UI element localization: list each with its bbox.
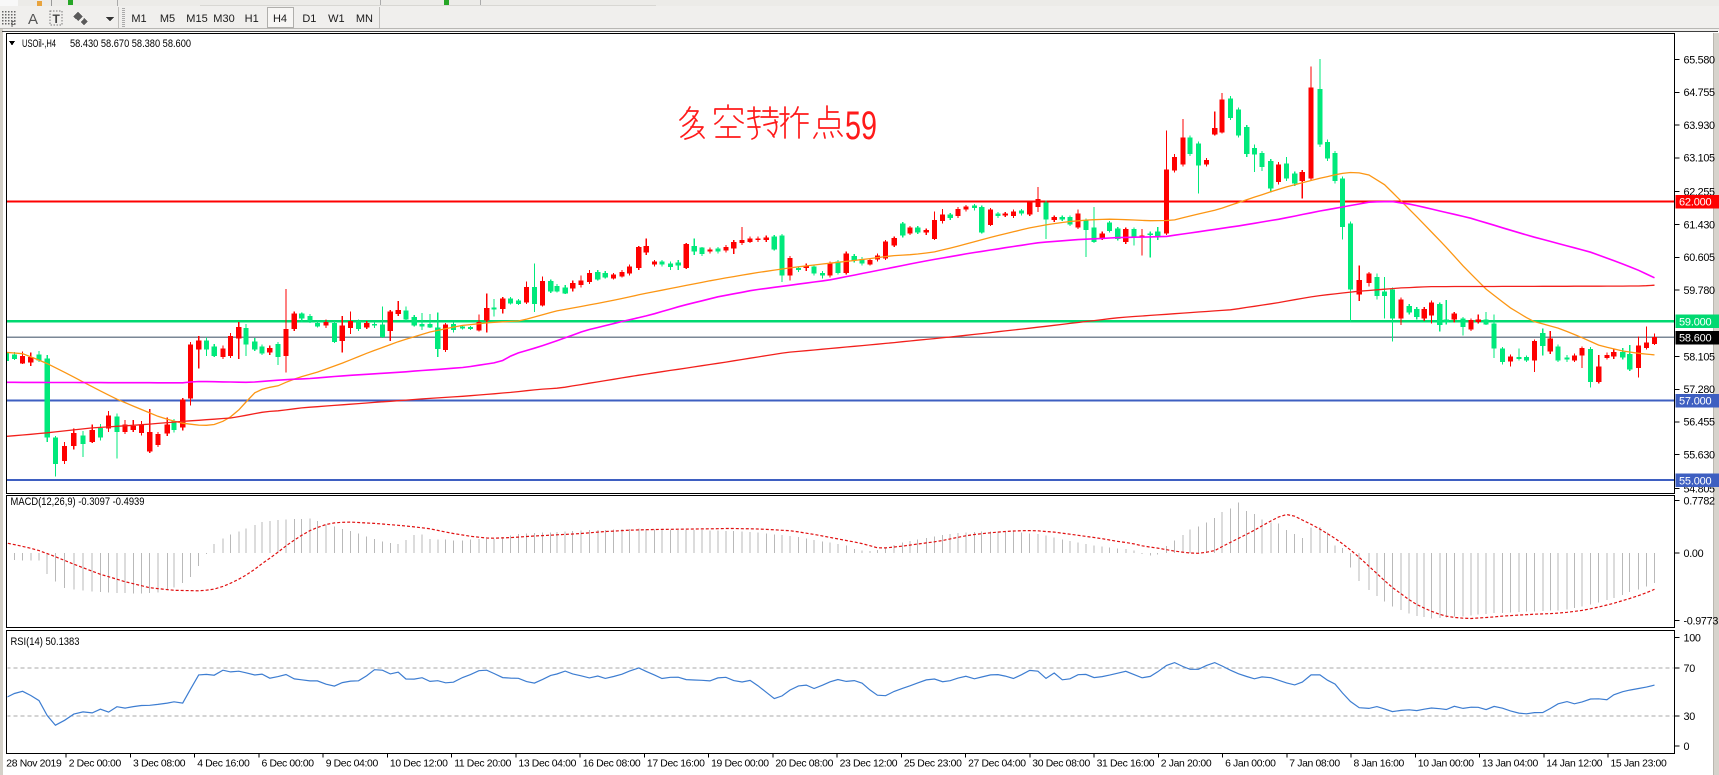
svg-text:2 Jan 20:00: 2 Jan 20:00 xyxy=(1161,759,1212,770)
svg-text:D1: D1 xyxy=(302,13,316,25)
svg-text:A: A xyxy=(28,11,38,28)
svg-text:T: T xyxy=(53,12,61,26)
svg-text:31 Dec 16:00: 31 Dec 16:00 xyxy=(1097,759,1155,770)
svg-text:61.430: 61.430 xyxy=(1684,219,1716,231)
svg-text:59: 59 xyxy=(845,104,877,148)
svg-text:65.580: 65.580 xyxy=(1684,54,1716,66)
svg-text:8 Jan 16:00: 8 Jan 16:00 xyxy=(1354,759,1405,770)
svg-text:7 Jan 08:00: 7 Jan 08:00 xyxy=(1289,759,1340,770)
svg-text:3 Dec 08:00: 3 Dec 08:00 xyxy=(133,759,186,770)
svg-text:58.600: 58.600 xyxy=(1679,333,1712,345)
svg-text:M30: M30 xyxy=(213,13,234,25)
svg-text:0: 0 xyxy=(1684,741,1690,753)
svg-text:56.455: 56.455 xyxy=(1684,417,1716,429)
svg-text:63.930: 63.930 xyxy=(1684,120,1716,132)
svg-text:RSI(14) 50.1383: RSI(14) 50.1383 xyxy=(11,636,80,648)
svg-text:17 Dec 16:00: 17 Dec 16:00 xyxy=(647,759,705,770)
svg-text:M1: M1 xyxy=(131,13,146,25)
svg-text:57.000: 57.000 xyxy=(1679,396,1712,408)
svg-text:M5: M5 xyxy=(160,13,175,25)
svg-text:F: F xyxy=(11,20,16,29)
svg-text:55.000: 55.000 xyxy=(1679,475,1712,487)
svg-text:4 Dec 16:00: 4 Dec 16:00 xyxy=(197,759,250,770)
svg-text:58.105: 58.105 xyxy=(1684,351,1716,363)
svg-text:MACD(12,26,9) -0.3097 -0.4939: MACD(12,26,9) -0.3097 -0.4939 xyxy=(11,496,145,508)
svg-text:58.430 58.670 58.380 58.600: 58.430 58.670 58.380 58.600 xyxy=(70,38,191,50)
svg-text:13 Jan 04:00: 13 Jan 04:00 xyxy=(1482,759,1538,770)
svg-text:62.000: 62.000 xyxy=(1679,197,1712,209)
svg-text:10 Dec 12:00: 10 Dec 12:00 xyxy=(390,759,448,770)
svg-text:30 Dec 08:00: 30 Dec 08:00 xyxy=(1032,759,1090,770)
svg-text:59.780: 59.780 xyxy=(1684,285,1716,297)
svg-text:14 Jan 12:00: 14 Jan 12:00 xyxy=(1546,759,1602,770)
svg-text:0.00: 0.00 xyxy=(1684,548,1704,560)
svg-text:30: 30 xyxy=(1684,711,1696,723)
svg-text:MN: MN xyxy=(356,13,373,25)
svg-text:100: 100 xyxy=(1684,632,1701,644)
svg-text:11 Dec 20:00: 11 Dec 20:00 xyxy=(454,759,511,770)
svg-text:9 Dec 04:00: 9 Dec 04:00 xyxy=(326,759,379,770)
svg-text:59.000: 59.000 xyxy=(1679,316,1712,328)
svg-text:60.605: 60.605 xyxy=(1684,252,1716,264)
svg-text:16 Dec 08:00: 16 Dec 08:00 xyxy=(583,759,641,770)
svg-text:25 Dec 23:00: 25 Dec 23:00 xyxy=(904,759,962,770)
svg-text:6 Jan 00:00: 6 Jan 00:00 xyxy=(1225,759,1276,770)
svg-text:20 Dec 08:00: 20 Dec 08:00 xyxy=(775,759,833,770)
svg-text:55.630: 55.630 xyxy=(1684,450,1716,462)
svg-text:H1: H1 xyxy=(245,13,259,25)
svg-text:10 Jan 00:00: 10 Jan 00:00 xyxy=(1418,759,1474,770)
svg-text:USOil-,H4: USOil-,H4 xyxy=(22,38,56,50)
svg-text:M15: M15 xyxy=(186,13,207,25)
svg-text:28 Nov 2019: 28 Nov 2019 xyxy=(6,759,62,770)
svg-text:70: 70 xyxy=(1684,663,1696,675)
svg-text:64.755: 64.755 xyxy=(1684,87,1716,99)
svg-text:63.105: 63.105 xyxy=(1684,153,1716,165)
svg-text:-0.9773: -0.9773 xyxy=(1684,615,1719,627)
svg-text:19 Dec 00:00: 19 Dec 00:00 xyxy=(711,759,769,770)
svg-text:0.7782: 0.7782 xyxy=(1684,495,1716,507)
svg-text:13 Dec 04:00: 13 Dec 04:00 xyxy=(518,759,576,770)
svg-text:2 Dec 00:00: 2 Dec 00:00 xyxy=(69,759,122,770)
svg-text:57.280: 57.280 xyxy=(1684,384,1716,396)
svg-text:W1: W1 xyxy=(328,13,345,25)
svg-text:27 Dec 04:00: 27 Dec 04:00 xyxy=(968,759,1026,770)
svg-text:23 Dec 12:00: 23 Dec 12:00 xyxy=(840,759,898,770)
svg-text:H4: H4 xyxy=(273,13,287,25)
svg-text:6 Dec 00:00: 6 Dec 00:00 xyxy=(262,759,315,770)
svg-text:15 Jan 23:00: 15 Jan 23:00 xyxy=(1611,759,1667,770)
